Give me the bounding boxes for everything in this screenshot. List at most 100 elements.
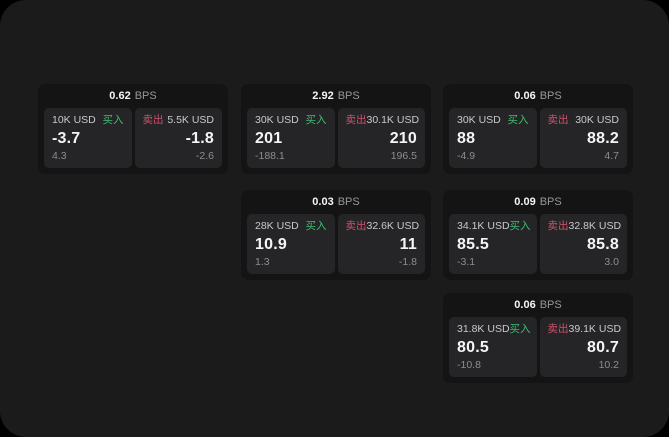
card-panes: 31.8K USD 买入 80.5 -10.8 卖出 39.1K USD 80.… <box>443 317 633 377</box>
sell-amount: 32.8K USD <box>568 220 622 232</box>
buy-change: -188.1 <box>255 149 285 162</box>
quote-card[interactable]: 2.92 BPS 30K USD 买入 201 -188.1 卖出 30.1K … <box>241 84 431 174</box>
sell-label: 卖出 <box>345 220 367 232</box>
buy-amount: 30K USD <box>457 114 501 126</box>
sell-label: 卖出 <box>547 220 569 232</box>
sell-label: 卖出 <box>345 114 367 126</box>
bps-value: 0.06 <box>514 298 536 311</box>
sell-amount: 32.6K USD <box>366 220 420 232</box>
sell-change: 10.2 <box>598 358 619 371</box>
buy-amount: 30K USD <box>255 114 299 126</box>
quote-card[interactable]: 0.62 BPS 10K USD 买入 -3.7 4.3 卖出 5.5K USD… <box>38 84 228 174</box>
quote-card[interactable]: 0.09 BPS 34.1K USD 买入 85.5 -3.1 卖出 32.8K… <box>443 190 633 280</box>
sell-price: 88.2 <box>587 129 619 147</box>
card-panes: 34.1K USD 买入 85.5 -3.1 卖出 32.8K USD 85.8… <box>443 214 633 274</box>
buy-pane[interactable]: 30K USD 买入 201 -188.1 <box>247 108 335 168</box>
buy-pane-top: 28K USD 买入 <box>255 221 327 232</box>
sell-pane-top: 卖出 30.1K USD <box>345 114 420 126</box>
sell-pane[interactable]: 卖出 32.8K USD 85.8 3.0 <box>539 214 627 274</box>
sell-pane-top: 卖出 32.8K USD <box>547 220 622 232</box>
bps-suffix-label: BPS <box>337 89 360 102</box>
buy-label: 买入 <box>305 220 327 232</box>
bps-suffix-label: BPS <box>337 195 360 208</box>
buy-pane[interactable]: 10K USD 买入 -3.7 4.3 <box>44 108 132 168</box>
buy-label: 买入 <box>507 114 529 126</box>
buy-label: 买入 <box>509 323 531 335</box>
quote-card[interactable]: 0.03 BPS 28K USD 买入 10.9 1.3 卖出 32.6K US… <box>241 190 431 280</box>
sell-pane-top: 卖出 5.5K USD <box>143 115 215 126</box>
buy-pane-top: 31.8K USD 买入 <box>457 323 531 335</box>
buy-pane-top: 30K USD 买入 <box>457 115 529 126</box>
card-header: 0.06 BPS <box>443 293 633 317</box>
sell-pane[interactable]: 卖出 32.6K USD 11 -1.8 <box>337 214 425 274</box>
card-panes: 28K USD 买入 10.9 1.3 卖出 32.6K USD 11 -1.8 <box>241 214 431 274</box>
card-header: 0.09 BPS <box>443 190 633 214</box>
buy-price: 10.9 <box>255 235 287 253</box>
buy-change: -4.9 <box>457 149 476 162</box>
buy-amount: 34.1K USD <box>457 220 510 232</box>
sell-label: 卖出 <box>142 114 164 126</box>
buy-pane[interactable]: 31.8K USD 买入 80.5 -10.8 <box>449 317 537 377</box>
sell-price: 210 <box>389 129 417 147</box>
bps-value: 0.09 <box>514 195 536 208</box>
card-panes: 30K USD 买入 201 -188.1 卖出 30.1K USD 210 1… <box>241 108 431 168</box>
bps-value: 0.03 <box>312 195 334 208</box>
buy-pane-top: 34.1K USD 买入 <box>457 220 531 232</box>
sell-price: 80.7 <box>587 338 619 356</box>
sell-price: -1.8 <box>185 129 214 147</box>
sell-pane[interactable]: 卖出 30K USD 88.2 4.7 <box>539 108 627 168</box>
buy-amount: 28K USD <box>255 220 299 232</box>
sell-change: 4.7 <box>604 149 619 162</box>
buy-label: 买入 <box>305 114 327 126</box>
buy-pane[interactable]: 28K USD 买入 10.9 1.3 <box>247 214 335 274</box>
sell-change: 3.0 <box>604 255 619 268</box>
buy-price: 201 <box>255 129 283 147</box>
card-header: 0.03 BPS <box>241 190 431 214</box>
sell-pane-top: 卖出 32.6K USD <box>345 220 420 232</box>
sell-pane-top: 卖出 30K USD <box>548 115 620 126</box>
sell-pane[interactable]: 卖出 30.1K USD 210 196.5 <box>337 108 425 168</box>
buy-price: 85.5 <box>457 235 489 253</box>
bps-suffix-label: BPS <box>539 195 562 208</box>
card-header: 0.62 BPS <box>38 84 228 108</box>
sell-change: -1.8 <box>398 255 417 268</box>
sell-change: 196.5 <box>390 149 417 162</box>
card-panes: 10K USD 买入 -3.7 4.3 卖出 5.5K USD -1.8 -2.… <box>38 108 228 168</box>
buy-amount: 10K USD <box>52 114 96 126</box>
buy-pane-top: 10K USD 买入 <box>52 115 124 126</box>
sell-label: 卖出 <box>547 114 569 126</box>
bps-value: 2.92 <box>312 89 334 102</box>
sell-price: 11 <box>399 235 417 253</box>
buy-price: 80.5 <box>457 338 489 356</box>
card-header: 0.06 BPS <box>443 84 633 108</box>
buy-pane[interactable]: 34.1K USD 买入 85.5 -3.1 <box>449 214 537 274</box>
bps-value: 0.62 <box>109 89 131 102</box>
sell-change: -2.6 <box>195 149 214 162</box>
sell-amount: 30K USD <box>575 114 619 126</box>
sell-pane-top: 卖出 39.1K USD <box>547 323 622 335</box>
quote-card[interactable]: 0.06 BPS 30K USD 买入 88 -4.9 卖出 30K USD 8… <box>443 84 633 174</box>
quote-card[interactable]: 0.06 BPS 31.8K USD 买入 80.5 -10.8 卖出 39.1… <box>443 293 633 383</box>
sell-amount: 30.1K USD <box>366 114 420 126</box>
sell-amount: 39.1K USD <box>568 323 622 335</box>
bps-suffix-label: BPS <box>539 89 562 102</box>
buy-change: -10.8 <box>457 358 481 371</box>
bps-suffix-label: BPS <box>134 89 157 102</box>
buy-price: -3.7 <box>52 129 81 147</box>
buy-amount: 31.8K USD <box>457 323 510 335</box>
sell-label: 卖出 <box>547 323 569 335</box>
buy-pane-top: 30K USD 买入 <box>255 115 327 126</box>
card-header: 2.92 BPS <box>241 84 431 108</box>
sell-price: 85.8 <box>587 235 619 253</box>
sell-amount: 5.5K USD <box>167 114 214 126</box>
sell-pane[interactable]: 卖出 5.5K USD -1.8 -2.6 <box>134 108 222 168</box>
buy-label: 买入 <box>102 114 124 126</box>
buy-change: 1.3 <box>255 255 270 268</box>
card-panes: 30K USD 买入 88 -4.9 卖出 30K USD 88.2 4.7 <box>443 108 633 168</box>
bps-value: 0.06 <box>514 89 536 102</box>
buy-change: -3.1 <box>457 255 476 268</box>
buy-pane[interactable]: 30K USD 买入 88 -4.9 <box>449 108 537 168</box>
sell-pane[interactable]: 卖出 39.1K USD 80.7 10.2 <box>539 317 627 377</box>
